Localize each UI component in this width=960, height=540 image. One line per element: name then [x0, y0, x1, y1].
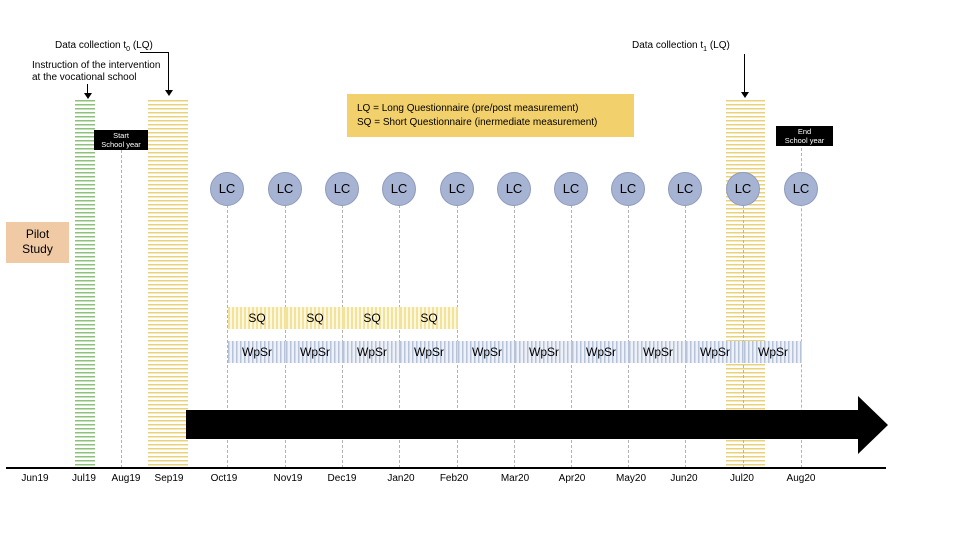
t1-connector-vertical	[744, 54, 745, 92]
wpsr-box-jul20: WpSr	[744, 341, 802, 363]
pilot-study-box: Pilot Study	[6, 222, 69, 263]
lc-circle-jun20: LC	[668, 172, 702, 206]
month-line-jan20	[399, 205, 400, 468]
month-label-jul20: Jul20	[730, 473, 754, 484]
data-collection-t1-subscript: 1	[703, 46, 708, 53]
month-label-nov19: Nov19	[273, 473, 303, 484]
month-label-dec19: Dec19	[327, 473, 357, 484]
month-label-mar20: Mar20	[500, 473, 530, 484]
end-tag-line-2: School year	[784, 136, 825, 145]
wpsr-box-apr20: WpSr	[572, 341, 630, 363]
lc-circle-may20: LC	[611, 172, 645, 206]
month-line-aug20	[801, 148, 802, 468]
wpsr-box-jun20: WpSr	[686, 341, 744, 363]
sq-box-nov19: SQ	[286, 307, 344, 329]
sq-box-jan20: SQ	[400, 307, 458, 329]
lc-circle-aug20: LC	[784, 172, 818, 206]
lc-circle-oct19: LC	[210, 172, 244, 206]
lc-circle-dec19: LC	[325, 172, 359, 206]
month-line-feb20	[457, 205, 458, 468]
month-label-jun19: Jun19	[21, 473, 49, 484]
start-tag-line-2: School year	[101, 140, 141, 149]
end-tag-line-1: End	[797, 127, 812, 136]
month-line-mar20	[514, 205, 515, 468]
lc-circle-nov19: LC	[268, 172, 302, 206]
intervention-instruction-band	[75, 100, 95, 468]
data-collection-t1-suffix: (LQ)	[707, 40, 730, 51]
month-line-aug19	[121, 150, 122, 468]
month-label-aug19: Aug19	[111, 473, 141, 484]
month-label-apr20: Apr20	[558, 473, 586, 484]
month-label-feb20: Feb20	[439, 473, 469, 484]
instruction-connector	[87, 84, 88, 94]
legend-sq: SQ = Short Questionnaire (inermediate me…	[357, 117, 598, 128]
start-school-year-tag: Start School year	[94, 130, 148, 150]
month-label-aug20: Aug20	[786, 473, 816, 484]
data-collection-t0-subscript: 0	[126, 46, 131, 53]
month-label-jan20: Jan20	[387, 473, 415, 484]
data-collection-t0-prefix: Data collection t	[55, 40, 127, 51]
data-collection-t1-prefix: Data collection t	[632, 40, 704, 51]
t0-arrowhead-icon	[164, 90, 173, 96]
wpsr-box-dec19: WpSr	[343, 341, 401, 363]
data-collection-t0-band	[148, 100, 188, 468]
month-line-jul20	[743, 205, 744, 468]
end-school-year-tag: End School year	[776, 126, 833, 146]
wpsr-box-mar20: WpSr	[515, 341, 573, 363]
timeline-arrow-icon	[186, 396, 888, 454]
wpsr-box-oct19: WpSr	[228, 341, 286, 363]
month-line-jun20	[685, 205, 686, 468]
month-label-sep19: Sep19	[154, 473, 184, 484]
month-line-oct19	[227, 205, 228, 468]
t1-arrowhead-icon	[740, 92, 749, 98]
legend-box: LQ = Long Questionnaire (pre/post measur…	[347, 94, 634, 137]
month-label-jul19: Jul19	[72, 473, 96, 484]
lc-circle-mar20: LC	[497, 172, 531, 206]
pilot-line-1: Pilot	[25, 227, 50, 241]
instruction-line-1: Instruction of the intervention	[32, 60, 161, 71]
wpsr-box-jan20: WpSr	[400, 341, 458, 363]
data-collection-t1-band	[726, 100, 765, 468]
wpsr-box-feb20: WpSr	[458, 341, 516, 363]
instruction-line-2: at the vocational school	[32, 72, 137, 83]
time-axis	[6, 467, 886, 469]
month-line-dec19	[342, 205, 343, 468]
instruction-note: Instruction of the intervention at the v…	[32, 60, 160, 84]
start-tag-line-1: Start	[113, 131, 129, 140]
month-label-may20: May20	[615, 473, 646, 484]
sq-box-dec19: SQ	[343, 307, 401, 329]
lc-circle-feb20: LC	[440, 172, 474, 206]
pilot-line-2: Study	[22, 242, 53, 256]
lc-circle-jan20: LC	[382, 172, 416, 206]
legend-lq: LQ = Long Questionnaire (pre/post measur…	[357, 103, 579, 114]
wpsr-box-may20: WpSr	[629, 341, 687, 363]
month-line-nov19	[285, 205, 286, 468]
month-label-oct19: Oct19	[210, 473, 238, 484]
wpsr-box-nov19: WpSr	[286, 341, 344, 363]
data-collection-t1-note: Data collection t1 (LQ)	[632, 40, 730, 56]
month-label-jun20: Jun20	[670, 473, 698, 484]
sq-box-oct19: SQ	[228, 307, 286, 329]
t0-connector-horizontal	[140, 52, 168, 53]
data-collection-t0-note: Data collection t0 (LQ)	[55, 40, 153, 56]
data-collection-t0-suffix: (LQ)	[130, 40, 153, 51]
instruction-arrowhead-icon	[83, 93, 92, 99]
month-line-may20	[628, 205, 629, 468]
month-line-apr20	[571, 205, 572, 468]
t0-connector-vertical	[168, 52, 169, 90]
lc-circle-jul20: LC	[726, 172, 760, 206]
lc-circle-apr20: LC	[554, 172, 588, 206]
